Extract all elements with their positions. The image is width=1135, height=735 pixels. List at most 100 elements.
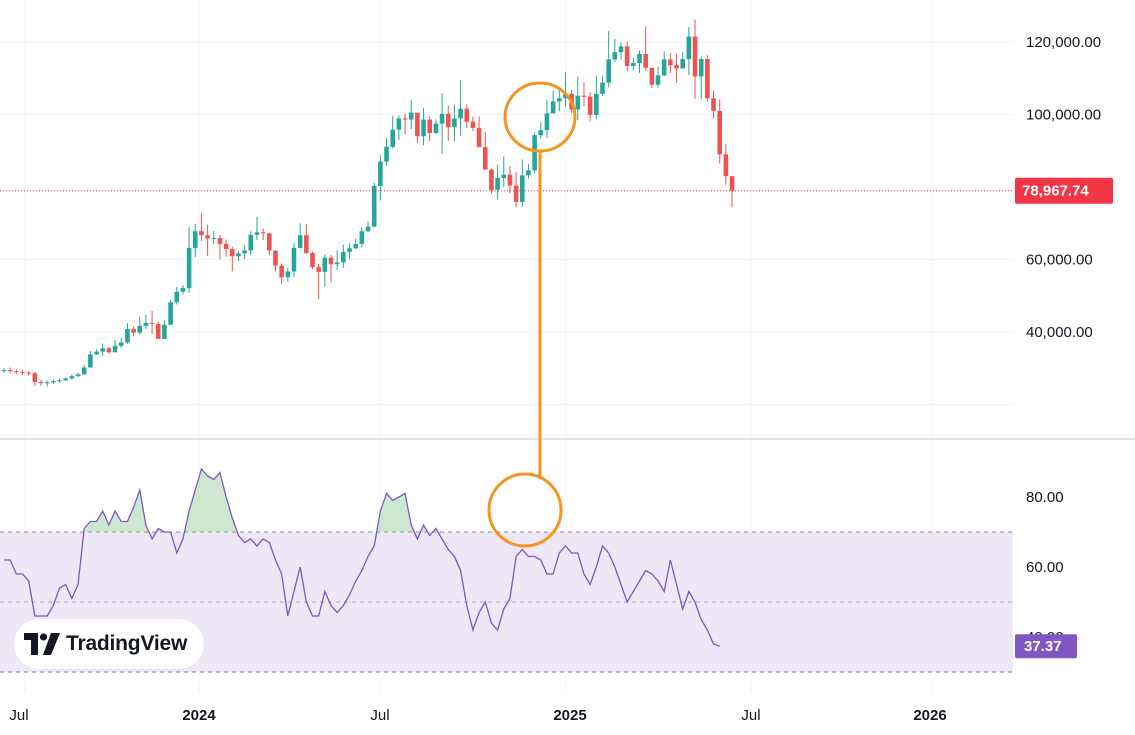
candle-body [415,112,420,137]
candle-body [316,267,321,272]
annotations [487,81,577,548]
candle-body [186,247,192,289]
grid [0,0,1135,692]
candle-body [285,271,291,278]
candle-body [260,232,266,234]
candles [0,19,1013,387]
candle-body [174,291,180,303]
last-price-badge-label: 78,967.74 [1022,183,1089,200]
rsi-overbought-fill [420,525,428,532]
candle-body [643,53,648,68]
rsi-overbought-fill [83,490,149,532]
candle-body [692,36,698,77]
candle-body [600,82,605,94]
candle-body [149,322,155,325]
candle-body [631,63,636,66]
candle-body [618,46,624,53]
candle-body [532,135,537,171]
candle-body [384,146,389,162]
candle-body [229,248,235,257]
candle-body [297,235,303,248]
candle-body [51,380,56,383]
candle-body [550,101,556,114]
time-axis-tick-label: Jul [370,707,389,724]
rsi-overbought-fill [184,469,238,532]
candle-body [464,108,470,122]
time-axis-tick-label: 2024 [182,707,216,724]
price-axis-tick-label: 40,000.00 [1026,324,1093,341]
candle-body [125,329,130,343]
candle-body [75,374,81,377]
candle-body [143,322,149,326]
candle-body [513,185,519,202]
candle-body [433,123,439,133]
candle-body [353,243,358,249]
candle-body [94,351,99,355]
candle-body [63,378,68,381]
candle-body [192,231,198,248]
candle-body [118,342,124,346]
candle-body [304,235,309,253]
price-axis-tick-label: 60,000.00 [1026,252,1093,269]
rsi-value-badge [1015,634,1077,659]
candle-body [211,238,217,240]
candle-body [655,75,661,85]
candle-body [711,98,716,111]
candle-body [341,251,346,263]
time-axis-tick-label: Jul [9,707,28,724]
candle-body [668,59,673,66]
candle-body [408,112,414,120]
candle-body [624,46,630,66]
candle-body [729,176,735,191]
candle-body [32,373,38,383]
candle-body [482,147,488,170]
candle-body [717,110,723,155]
candle-body [254,232,260,235]
candle-body [378,161,383,186]
candle-body [649,67,655,85]
candle-body [155,324,161,339]
tradingview-logo-icon [24,633,60,655]
candle-body [106,348,112,353]
candle-body [507,174,513,186]
candle-body [162,324,167,339]
candle-body [7,370,13,372]
tradingview-watermark[interactable]: TradingView [14,619,204,669]
candle-body [587,96,593,115]
candle-body [637,53,642,64]
candle-body [180,288,186,292]
candle-body [698,59,704,77]
rsi-value-badge-label: 37.37 [1024,638,1062,655]
candle-body [131,329,136,333]
candle-body [81,367,87,375]
candle-body [606,59,611,83]
candle-body [242,250,247,254]
candle-body [612,52,618,60]
price-peak-circle-annotation [503,81,577,153]
candle-body [705,59,710,99]
price-axis-tick-label: 100,000.00 [1026,107,1101,124]
candle-body [390,129,396,147]
candle-body [322,257,328,272]
candle-body [267,233,272,251]
candle-body [223,243,229,249]
candle-body [310,252,315,268]
candle-body [427,119,433,133]
candle-body [112,345,118,353]
candle-body [168,302,173,325]
candle-body [88,354,93,368]
candle-body [661,59,667,76]
candle-body [421,119,426,137]
time-axis-tick-label: 2025 [553,707,586,724]
candle-body [14,371,19,373]
candle-body [279,265,284,278]
candle-body [26,372,31,374]
time-axis-tick-label: Jul [741,707,760,724]
candle-body [57,380,62,382]
candle-body [723,154,729,177]
time-axis-tick-label: 2026 [913,707,946,724]
candle-body [526,170,531,176]
candle-body [686,36,692,60]
rsi-axis-tick-label: 80.00 [1026,489,1064,506]
candle-body [544,113,550,131]
